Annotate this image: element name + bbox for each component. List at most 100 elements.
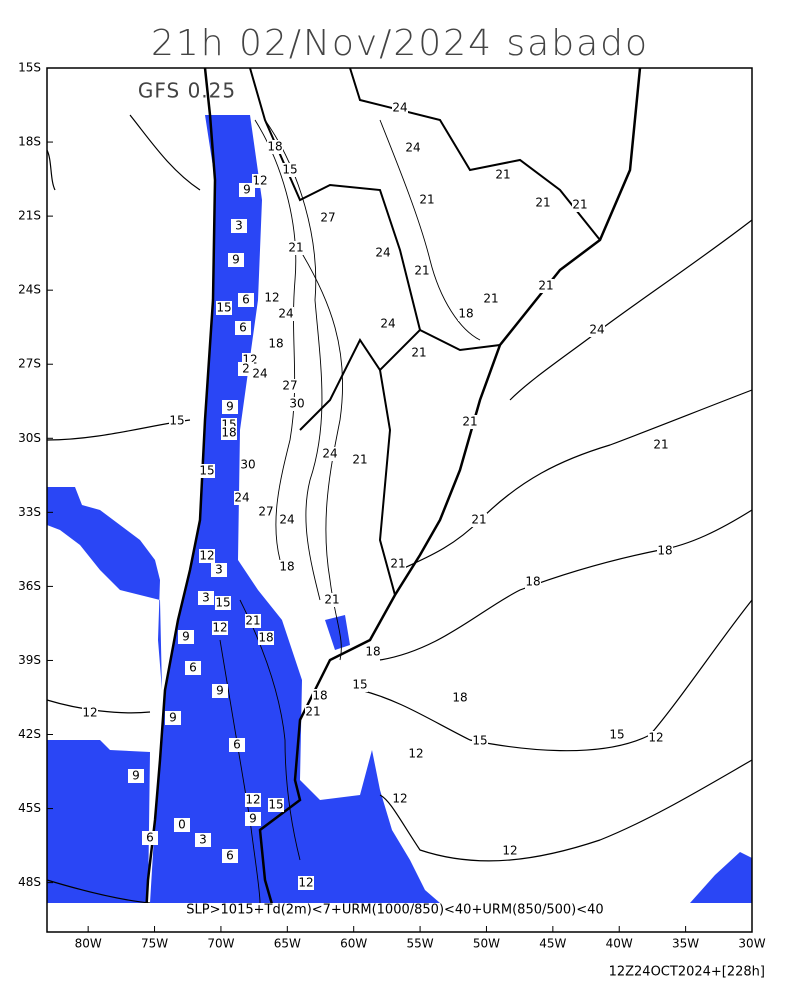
contour-label-bg [231, 219, 247, 233]
contour-label-bg [252, 174, 268, 188]
contour-label-bg [419, 193, 435, 207]
shaded-area [47, 115, 752, 903]
contour-label-bg [199, 464, 215, 478]
contour-label: 18 [452, 691, 467, 705]
contour-label: 21 [462, 415, 477, 429]
contour-label-bg [234, 491, 250, 505]
lat-tick-label: 48S [18, 875, 41, 889]
contour-label-bg [239, 183, 255, 197]
contour-label: 18 [258, 631, 273, 645]
contour-label: 21 [352, 453, 367, 467]
contour-label-bg [392, 101, 408, 115]
contour-label: 3 [199, 833, 207, 847]
contour-label-bg [405, 141, 421, 155]
contour-label: 9 [243, 183, 251, 197]
lat-tick-label: 24S [18, 283, 41, 297]
contour-label: 12 [245, 793, 260, 807]
lat-tick-label: 30S [18, 431, 41, 445]
contour-label: 24 [279, 513, 294, 527]
contour-label: 24 [322, 447, 337, 461]
land-contour [219, 119, 481, 904]
contour-label: 12 [212, 621, 227, 635]
contour-label-bg [324, 593, 340, 607]
isobar [46, 114, 753, 904]
lon-tick-label: 75W [141, 937, 168, 951]
contour-label: 21 [390, 557, 405, 571]
contour-label-bg [365, 645, 381, 659]
contour-label: 24 [380, 317, 395, 331]
contour-label-bg [252, 367, 268, 381]
legend-note: SLP>1015+Td(2m)<7+URM(1000/850)<40+URM(8… [186, 903, 603, 918]
lon-tick-label: 55W [407, 937, 434, 951]
contour-label-bg [228, 253, 244, 267]
coastline [143, 67, 642, 933]
contour-label-bg [245, 793, 261, 807]
contour-label: 6 [146, 831, 154, 845]
contour-label: 21 [572, 198, 587, 212]
contour-label: 2 [242, 362, 250, 376]
contour-label: 12 [82, 706, 97, 720]
lon-tick-label: 45W [539, 937, 566, 951]
contour-label-bg [483, 292, 499, 306]
contour-label-bg [535, 196, 551, 210]
contour-label-bg [229, 738, 245, 752]
lat-tick-label: 39S [18, 653, 41, 667]
contour-label: 15 [215, 596, 230, 610]
contour-label: 21 [288, 241, 303, 255]
contour-label-bg [235, 321, 251, 335]
lat-tick-label: 36S [18, 579, 41, 593]
lat-tick-label: 18S [18, 135, 41, 149]
contour-label: 15 [352, 678, 367, 692]
contour-label-bg [589, 323, 605, 337]
contour-label: 6 [189, 661, 197, 675]
contour-label: 18 [365, 645, 380, 659]
contour-label: 24 [278, 307, 293, 321]
contour-label-bg [278, 307, 294, 321]
contour-label: 18 [221, 426, 236, 440]
contour-label-bg [648, 731, 664, 745]
contour-label-bg [245, 812, 261, 826]
contour-label: 30 [289, 397, 304, 411]
contour-label-bg [352, 453, 368, 467]
contour-label-bg [411, 346, 427, 360]
note-band [47, 903, 752, 932]
contour-label-bg [185, 661, 201, 675]
contour-label: 15 [169, 414, 184, 428]
contour-label-bg [142, 831, 158, 845]
contour-label-bg [268, 798, 284, 812]
lat-tick-label: 15S [18, 61, 41, 75]
contour-label-bg [495, 168, 511, 182]
contour-label-bg [258, 505, 274, 519]
contour-label-bg [452, 691, 468, 705]
contour-label: 9 [216, 684, 224, 698]
contour-label-bg [525, 575, 541, 589]
contour-label: 15 [282, 163, 297, 177]
contour-label: 21 [324, 593, 339, 607]
lat-tick-label: 42S [18, 727, 41, 741]
contour-label: 12 [298, 876, 313, 890]
contour-label: 21 [419, 193, 434, 207]
contour-label: 24 [405, 141, 420, 155]
contour-label: 27 [282, 379, 297, 393]
contour-label: 18 [279, 560, 294, 574]
contour-label: 21 [411, 346, 426, 360]
contour-label: 15 [199, 464, 214, 478]
contour-label-bg [222, 849, 238, 863]
contour-label: 21 [471, 513, 486, 527]
footer: 12Z24OCT2024+[228h] [609, 965, 765, 980]
contour-label: 21 [535, 196, 550, 210]
contour-label: 9 [249, 812, 257, 826]
contour-label-bg [657, 544, 673, 558]
contour-label-bg [458, 307, 474, 321]
contour-label-bg [502, 844, 518, 858]
contour-label: 0 [178, 818, 186, 832]
contour-label-bg [282, 163, 298, 177]
contour-label: 24 [392, 101, 407, 115]
contour-label: 18 [657, 544, 672, 558]
contour-label-bg [322, 447, 338, 461]
contour-label-bg [268, 337, 284, 351]
contour-label-bg [222, 400, 238, 414]
contour-label-bg [392, 792, 408, 806]
lat-tick-label: 45S [18, 801, 41, 815]
